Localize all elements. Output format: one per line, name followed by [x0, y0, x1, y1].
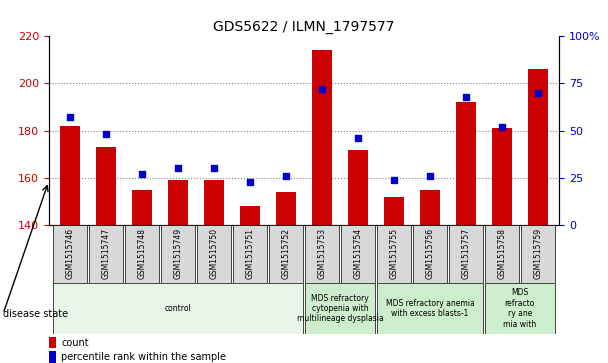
- Point: [102, 131, 111, 137]
- Title: GDS5622 / ILMN_1797577: GDS5622 / ILMN_1797577: [213, 20, 395, 34]
- Text: GSM1515756: GSM1515756: [426, 228, 434, 279]
- FancyBboxPatch shape: [340, 225, 375, 283]
- Point: [317, 86, 327, 92]
- Text: MDS refractory
cytopenia with
multilineage dysplasia: MDS refractory cytopenia with multilinea…: [297, 294, 383, 323]
- Point: [209, 166, 219, 171]
- FancyBboxPatch shape: [53, 283, 303, 334]
- Point: [65, 115, 75, 121]
- Bar: [60, 126, 80, 225]
- Point: [389, 177, 399, 183]
- Text: percentile rank within the sample: percentile rank within the sample: [61, 352, 226, 362]
- Bar: [312, 50, 332, 225]
- FancyBboxPatch shape: [89, 225, 123, 283]
- Text: GSM1515758: GSM1515758: [497, 228, 506, 279]
- Text: GSM1515748: GSM1515748: [137, 228, 147, 279]
- Point: [245, 179, 255, 184]
- Bar: [528, 69, 548, 225]
- Text: GSM1515753: GSM1515753: [317, 228, 326, 279]
- Text: control: control: [165, 304, 192, 313]
- Text: GSM1515752: GSM1515752: [282, 228, 291, 279]
- Bar: [49, 337, 57, 348]
- Bar: [240, 206, 260, 225]
- Point: [425, 173, 435, 179]
- Text: GSM1515751: GSM1515751: [246, 228, 255, 279]
- Text: GSM1515755: GSM1515755: [389, 228, 398, 279]
- FancyBboxPatch shape: [269, 225, 303, 283]
- Bar: [456, 102, 475, 225]
- Text: GSM1515750: GSM1515750: [210, 228, 219, 279]
- Text: MDS
refracto
ry ane
mia with: MDS refracto ry ane mia with: [503, 289, 536, 329]
- FancyBboxPatch shape: [520, 225, 555, 283]
- Text: GSM1515754: GSM1515754: [353, 228, 362, 279]
- FancyBboxPatch shape: [485, 225, 519, 283]
- FancyBboxPatch shape: [413, 225, 447, 283]
- Point: [461, 94, 471, 99]
- FancyBboxPatch shape: [305, 283, 375, 334]
- FancyBboxPatch shape: [53, 225, 88, 283]
- Point: [353, 135, 363, 141]
- FancyBboxPatch shape: [305, 225, 339, 283]
- Bar: [492, 128, 512, 225]
- Bar: [49, 351, 57, 363]
- Point: [173, 166, 183, 171]
- FancyBboxPatch shape: [197, 225, 232, 283]
- Text: disease state: disease state: [3, 309, 68, 319]
- Bar: [204, 180, 224, 225]
- Point: [497, 124, 506, 130]
- FancyBboxPatch shape: [376, 283, 483, 334]
- FancyBboxPatch shape: [125, 225, 159, 283]
- FancyBboxPatch shape: [161, 225, 195, 283]
- Text: count: count: [61, 338, 89, 348]
- Bar: [276, 192, 296, 225]
- FancyBboxPatch shape: [485, 283, 555, 334]
- Text: GSM1515749: GSM1515749: [174, 228, 182, 279]
- Text: GSM1515759: GSM1515759: [533, 228, 542, 279]
- Bar: [420, 189, 440, 225]
- Bar: [133, 189, 152, 225]
- FancyBboxPatch shape: [233, 225, 268, 283]
- Bar: [348, 150, 368, 225]
- Point: [137, 171, 147, 177]
- Point: [533, 90, 543, 96]
- FancyBboxPatch shape: [376, 225, 411, 283]
- Text: GSM1515746: GSM1515746: [66, 228, 75, 279]
- Text: GSM1515757: GSM1515757: [461, 228, 471, 279]
- Bar: [384, 197, 404, 225]
- Text: MDS refractory anemia
with excess blasts-1: MDS refractory anemia with excess blasts…: [385, 299, 474, 318]
- Bar: [168, 180, 188, 225]
- FancyBboxPatch shape: [449, 225, 483, 283]
- Text: GSM1515747: GSM1515747: [102, 228, 111, 279]
- Bar: [96, 147, 116, 225]
- Point: [281, 173, 291, 179]
